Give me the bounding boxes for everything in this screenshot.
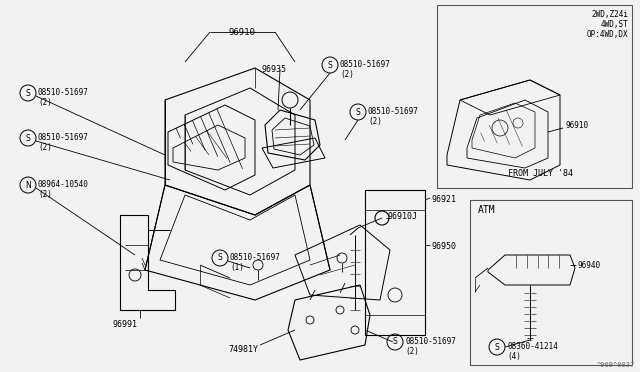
Text: (1): (1) — [230, 263, 244, 272]
Text: 08360-41214: 08360-41214 — [507, 342, 558, 351]
Text: S: S — [218, 253, 222, 263]
Text: (2): (2) — [38, 190, 52, 199]
Text: (2): (2) — [340, 70, 354, 79]
Text: 08510-51697: 08510-51697 — [368, 107, 419, 116]
Text: FROM JULY '84: FROM JULY '84 — [508, 169, 573, 178]
Text: 96910J: 96910J — [388, 212, 418, 221]
Text: 08510-51697: 08510-51697 — [38, 88, 89, 97]
Text: 4WD,ST: 4WD,ST — [600, 20, 628, 29]
Text: N: N — [25, 180, 31, 189]
Text: 08510-51697: 08510-51697 — [405, 337, 456, 346]
Text: 2WD,Z24i: 2WD,Z24i — [591, 10, 628, 19]
Text: (2): (2) — [368, 117, 382, 126]
Bar — [470, 200, 632, 365]
Text: (4): (4) — [507, 352, 521, 361]
Text: S: S — [26, 134, 30, 142]
Text: 74981Y: 74981Y — [228, 345, 258, 354]
Text: OP:4WD,DX: OP:4WD,DX — [586, 30, 628, 39]
Text: 96940: 96940 — [578, 260, 601, 269]
Text: 96935: 96935 — [262, 65, 287, 74]
Text: ^969^0037: ^969^0037 — [596, 362, 635, 368]
Text: 08510-51697: 08510-51697 — [230, 253, 281, 262]
Text: (2): (2) — [405, 347, 419, 356]
Text: (2): (2) — [38, 143, 52, 152]
Text: S: S — [356, 108, 360, 116]
Text: 96950: 96950 — [432, 242, 457, 251]
Text: S: S — [495, 343, 499, 352]
Text: S: S — [26, 89, 30, 97]
Bar — [437, 5, 632, 188]
Text: 96910: 96910 — [228, 28, 255, 37]
Text: 08510-51697: 08510-51697 — [340, 60, 391, 69]
Text: S: S — [328, 61, 332, 70]
Text: S: S — [392, 337, 397, 346]
Text: (2): (2) — [38, 98, 52, 107]
Text: 96910: 96910 — [565, 121, 588, 129]
Text: 96991: 96991 — [113, 320, 138, 329]
Text: ATM: ATM — [478, 205, 495, 215]
Text: 08964-10540: 08964-10540 — [38, 180, 89, 189]
Text: 96921: 96921 — [432, 195, 457, 204]
Text: 08510-51697: 08510-51697 — [38, 133, 89, 142]
